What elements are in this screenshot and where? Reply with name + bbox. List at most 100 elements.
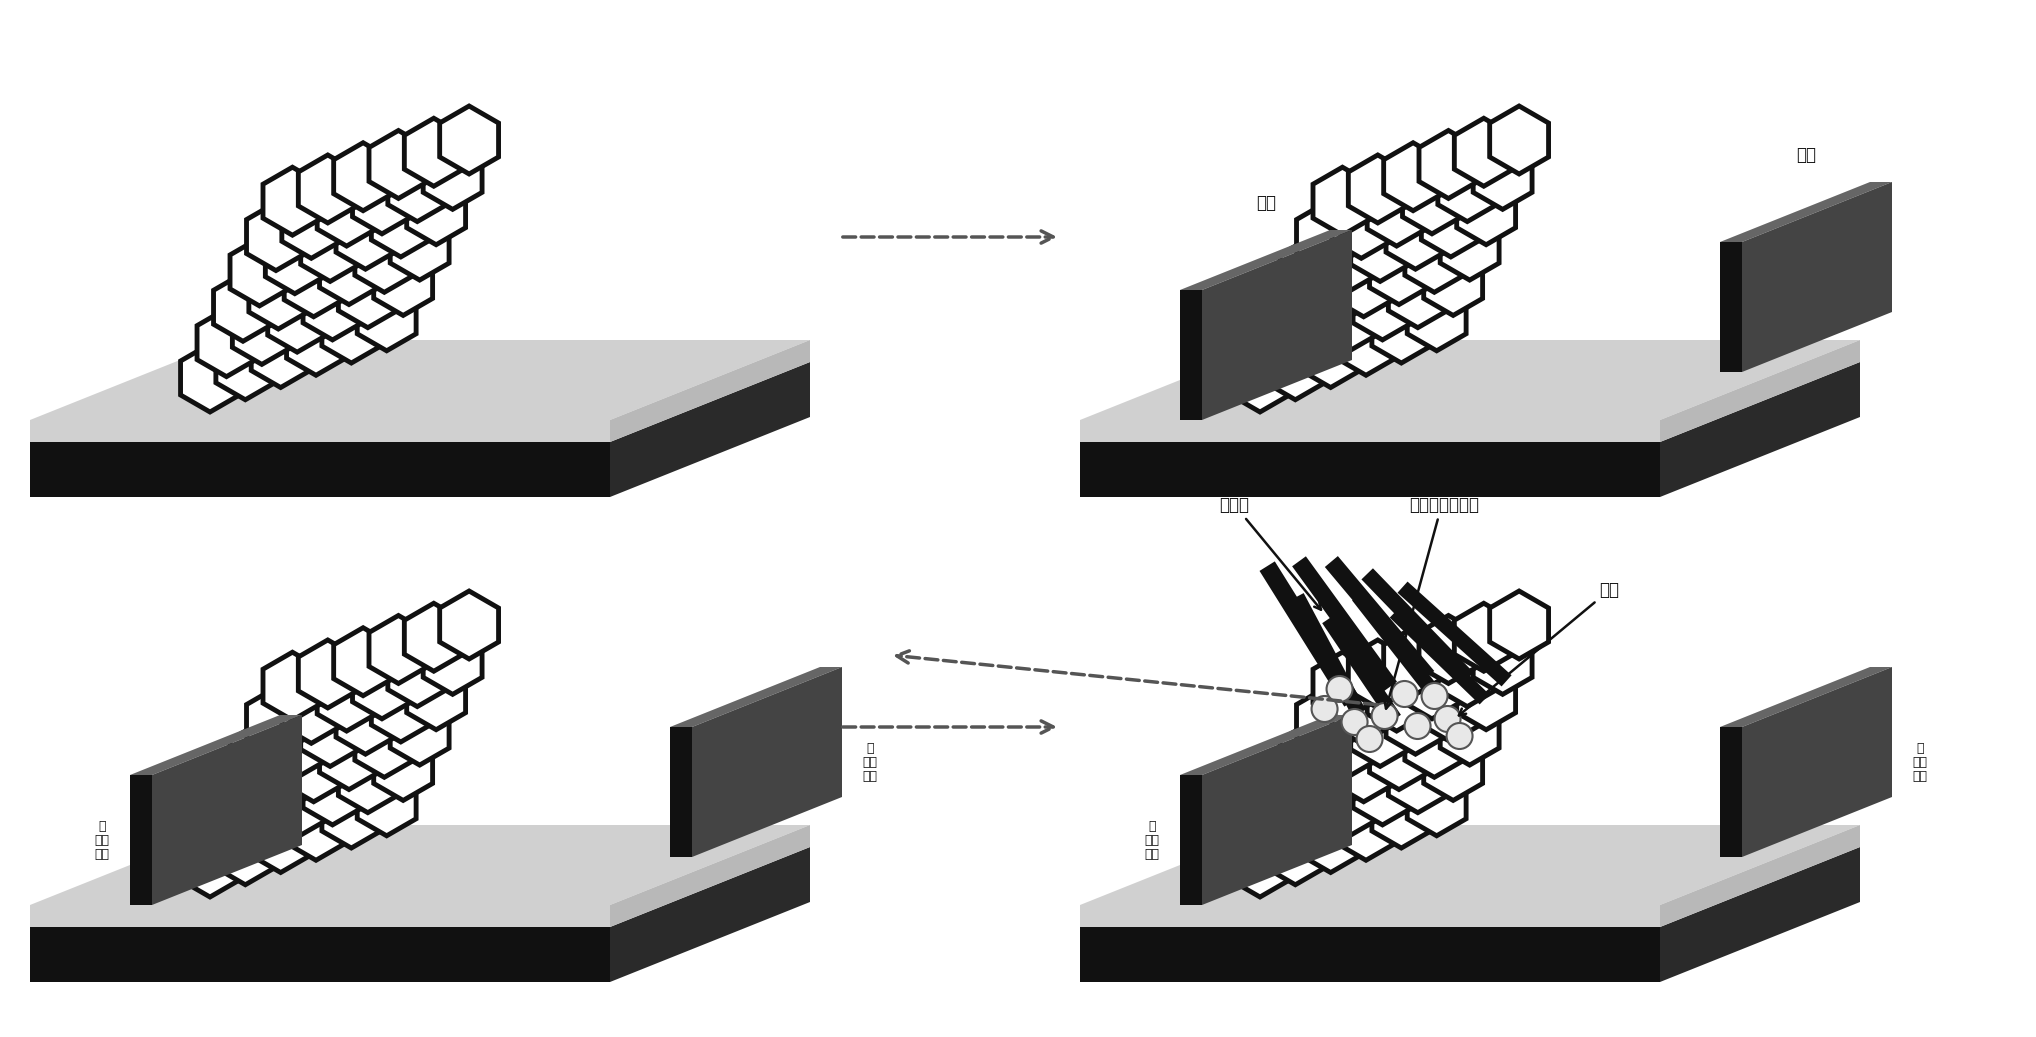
Polygon shape [1301,805,1360,872]
Polygon shape [1079,825,1861,905]
Polygon shape [230,723,289,791]
Polygon shape [301,214,360,281]
Polygon shape [338,745,397,813]
Polygon shape [1291,593,1364,714]
Polygon shape [197,793,257,862]
Polygon shape [334,627,393,696]
Polygon shape [1313,167,1372,235]
Polygon shape [1405,224,1464,292]
Polygon shape [250,805,309,872]
Polygon shape [181,344,240,412]
Text: 层: 层 [98,819,106,833]
Polygon shape [1336,307,1395,375]
Polygon shape [1352,591,1448,707]
Polygon shape [1439,697,1498,765]
Text: 保护: 保护 [863,756,878,768]
Circle shape [1342,709,1368,735]
Polygon shape [1659,362,1861,497]
Polygon shape [1720,242,1743,372]
Polygon shape [214,274,273,341]
Polygon shape [611,362,810,497]
Text: SiO₂: SiO₂ [1097,946,1142,964]
Polygon shape [287,307,346,375]
Polygon shape [1297,202,1356,271]
Polygon shape [1437,639,1496,706]
Polygon shape [1405,709,1464,778]
Polygon shape [1743,183,1891,372]
Polygon shape [1264,758,1323,826]
Polygon shape [1368,178,1425,246]
Polygon shape [267,284,326,353]
Polygon shape [248,746,307,814]
Polygon shape [1421,674,1480,741]
Polygon shape [1079,340,1861,420]
Polygon shape [670,727,692,857]
Polygon shape [267,769,326,837]
Polygon shape [1437,153,1496,222]
Polygon shape [1181,775,1201,905]
Polygon shape [1181,290,1201,420]
Polygon shape [352,166,411,233]
Polygon shape [303,272,362,340]
Text: SiO₂: SiO₂ [49,461,92,479]
Text: 绛缘: 绛缘 [1144,847,1158,861]
Polygon shape [375,248,432,315]
Text: 层: 层 [865,741,873,755]
Polygon shape [216,332,275,399]
Polygon shape [1421,189,1480,257]
Polygon shape [1297,688,1356,756]
Polygon shape [338,259,397,328]
Polygon shape [265,710,324,779]
Polygon shape [1474,626,1531,695]
Polygon shape [1354,757,1411,824]
Polygon shape [407,176,466,245]
Text: 保护: 保护 [94,834,110,846]
Polygon shape [299,155,356,223]
Polygon shape [130,714,301,775]
Polygon shape [387,639,446,706]
Polygon shape [354,224,413,292]
Polygon shape [1743,667,1891,857]
Polygon shape [1370,722,1429,789]
Polygon shape [181,829,240,897]
Polygon shape [1201,230,1352,420]
Polygon shape [1181,714,1352,775]
Polygon shape [1317,284,1376,353]
Polygon shape [31,927,611,982]
Text: 保护: 保护 [1912,756,1928,768]
Polygon shape [1079,442,1659,497]
Polygon shape [1313,652,1372,721]
Polygon shape [336,686,395,754]
Polygon shape [246,688,305,756]
Polygon shape [1332,191,1391,258]
Polygon shape [31,340,810,420]
Polygon shape [1720,183,1891,242]
Text: 抗原
（目标分析物）: 抗原 （目标分析物） [1384,475,1480,708]
Polygon shape [1246,793,1305,862]
Polygon shape [1325,556,1433,682]
Polygon shape [1659,340,1861,442]
Polygon shape [1454,118,1513,187]
Polygon shape [281,191,340,258]
Polygon shape [299,640,356,708]
Polygon shape [1397,582,1511,686]
Polygon shape [423,626,483,695]
Polygon shape [1454,604,1513,671]
Polygon shape [232,782,291,849]
Polygon shape [1407,283,1466,351]
Polygon shape [1423,732,1482,801]
Text: 电极: 电极 [1256,194,1277,212]
Polygon shape [1266,817,1325,885]
Polygon shape [334,143,393,211]
Polygon shape [611,847,810,982]
Polygon shape [1368,663,1425,731]
Polygon shape [1403,166,1462,233]
Polygon shape [250,319,309,388]
Text: SiO₂: SiO₂ [1097,461,1142,479]
Polygon shape [1246,309,1305,376]
Polygon shape [1720,667,1891,727]
Polygon shape [1266,332,1325,399]
Polygon shape [318,663,377,731]
Circle shape [1435,706,1460,732]
Circle shape [1372,703,1397,729]
